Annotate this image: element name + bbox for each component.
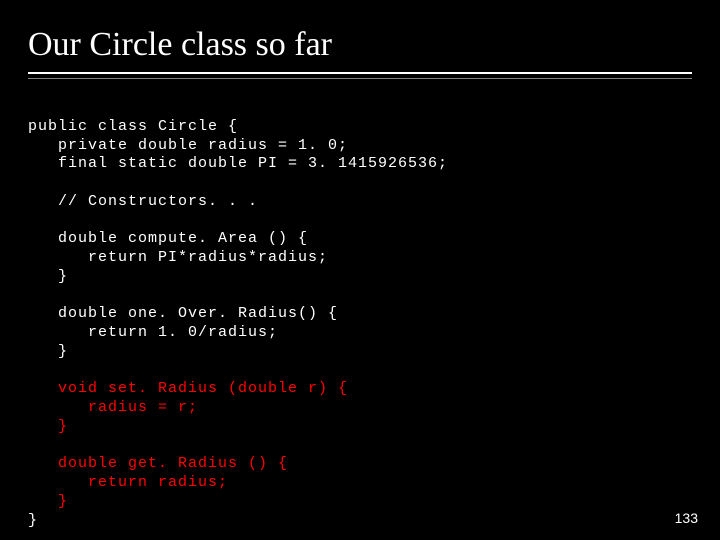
code-line: private double radius = 1. 0; (28, 137, 348, 154)
title-underline-thin (28, 78, 692, 79)
code-line: } (28, 268, 68, 285)
code-line: // Constructors. . . (28, 193, 258, 210)
code-line-highlight: return radius; (28, 474, 228, 491)
code-line-highlight: radius = r; (28, 399, 198, 416)
code-line-highlight: void set. Radius (double r) { (28, 380, 348, 397)
title-underline-thick (28, 72, 692, 74)
code-block: public class Circle { private double rad… (28, 99, 692, 530)
code-line: } (28, 343, 68, 360)
code-line: double compute. Area () { (28, 230, 308, 247)
code-line: final static double PI = 3. 1415926536; (28, 155, 448, 172)
code-line: } (28, 512, 38, 529)
slide-container: Our Circle class so far public class Cir… (0, 0, 720, 540)
page-title: Our Circle class so far (28, 26, 692, 64)
code-line-highlight: double get. Radius () { (28, 455, 288, 472)
code-line: return 1. 0/radius; (28, 324, 278, 341)
code-line: return PI*radius*radius; (28, 249, 328, 266)
code-line-highlight: } (28, 493, 68, 510)
code-line-highlight: } (28, 418, 68, 435)
code-line: double one. Over. Radius() { (28, 305, 338, 322)
page-number: 133 (675, 510, 698, 526)
code-line: public class Circle { (28, 118, 238, 135)
